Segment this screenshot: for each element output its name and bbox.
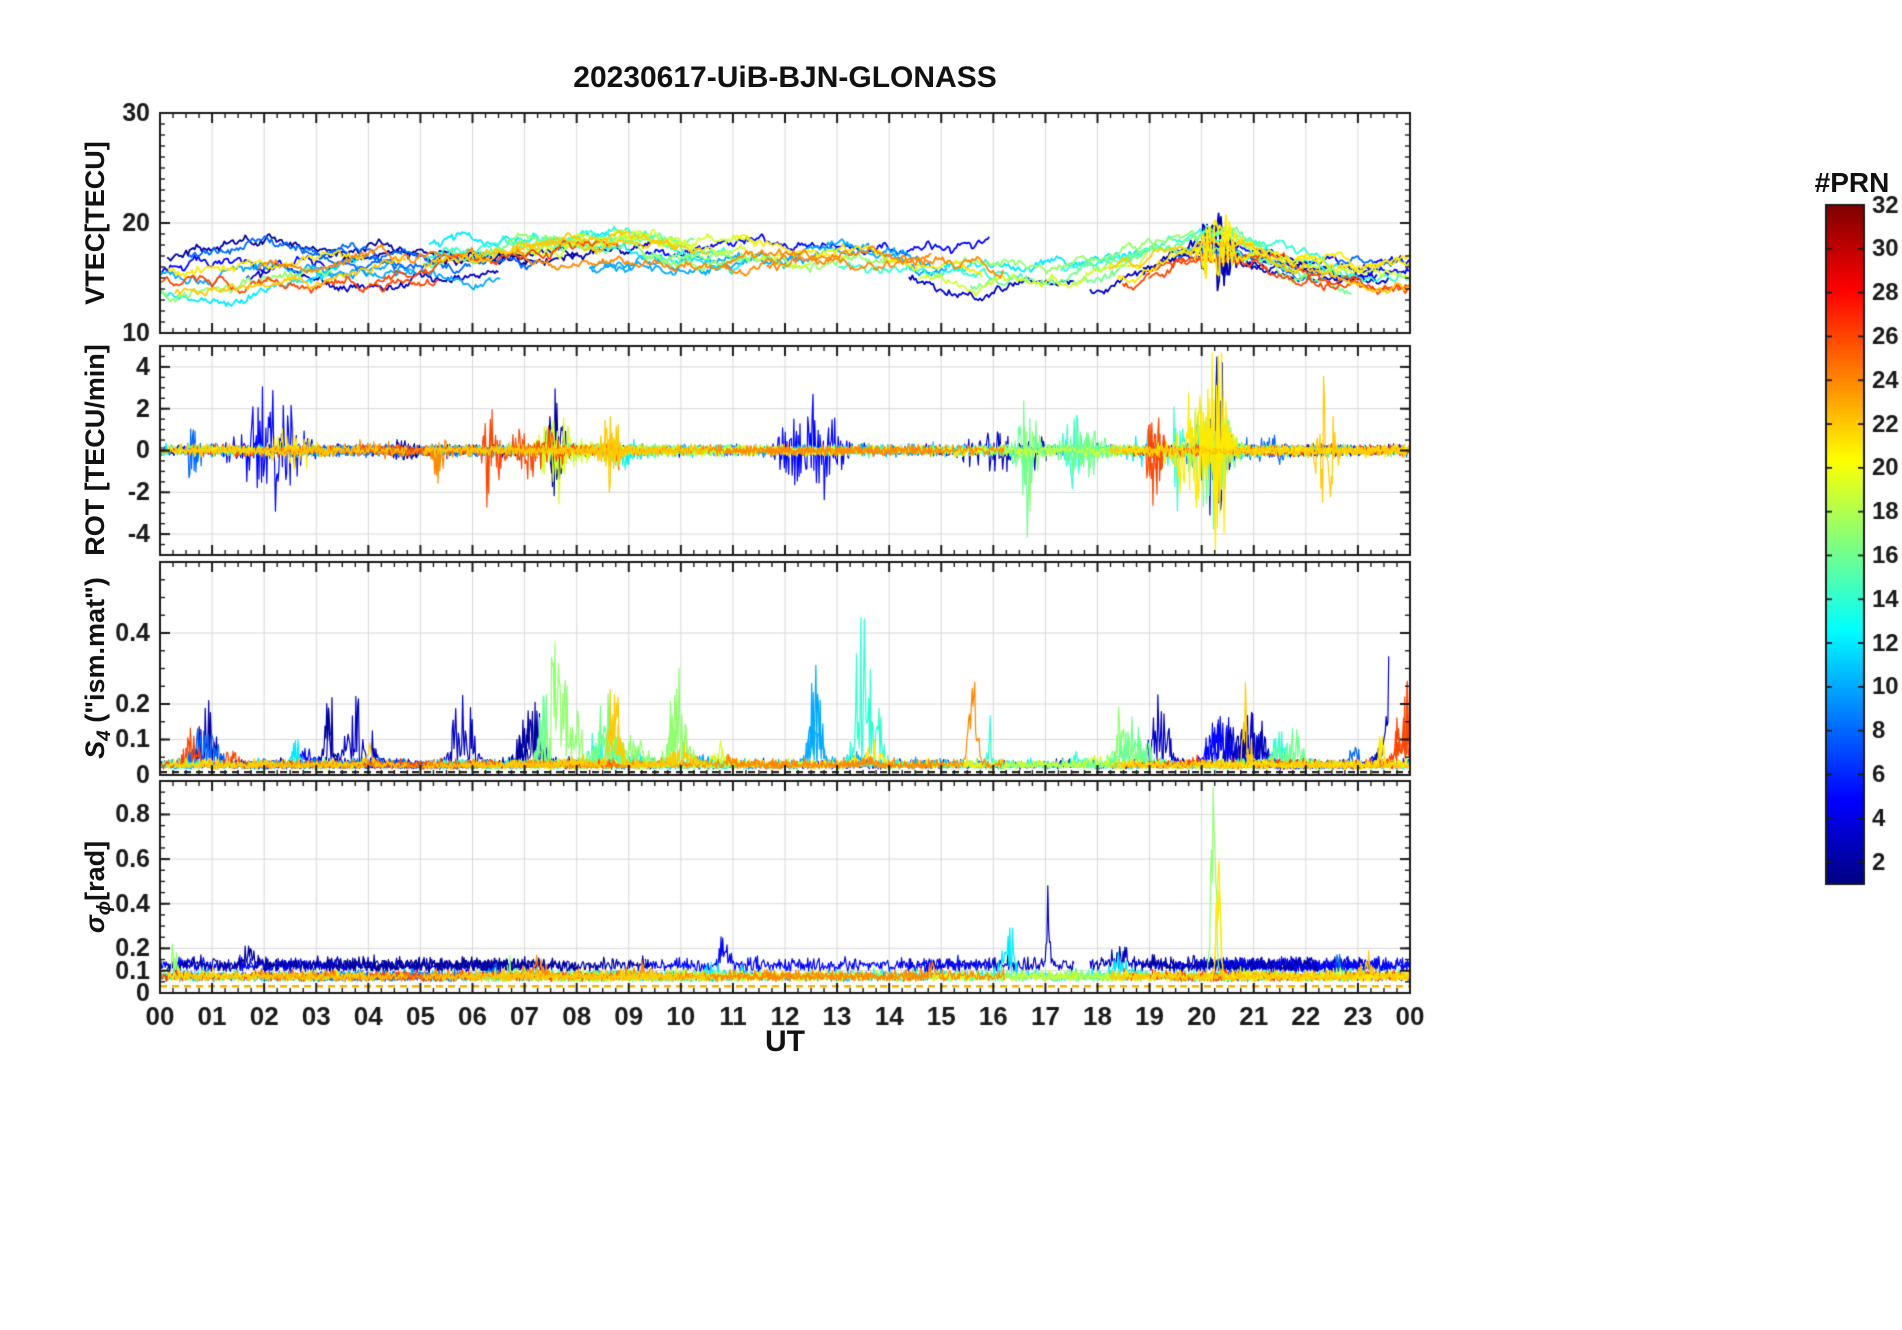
colorbar-title: #PRN: [1814, 167, 1890, 198]
y-axis-label-rot: ROT [TECU/min]: [79, 344, 110, 556]
chart-title: 20230617-UiB-BJN-GLONASS: [573, 61, 997, 94]
y-axis-label-vtec: VTEC[TECU]: [79, 141, 110, 305]
y-axis-label-s4: S4 ("ism.mat"): [79, 577, 116, 759]
x-axis-label: UT: [765, 1025, 805, 1058]
y-axis-label-sigma-phi: σϕ[rad]: [79, 840, 116, 934]
